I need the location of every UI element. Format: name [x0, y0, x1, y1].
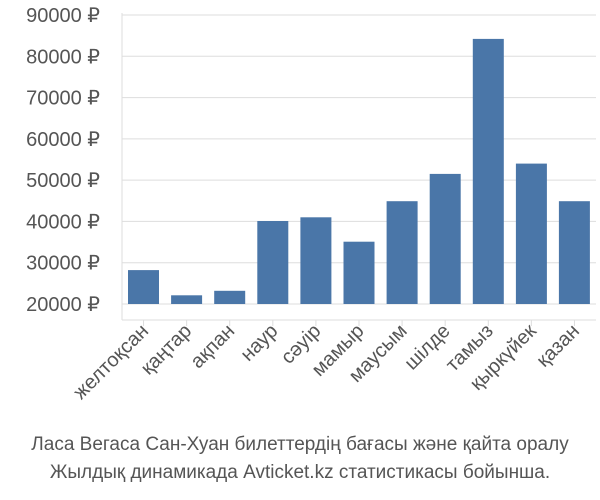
bar: [515, 163, 547, 304]
x-tick-label: наур: [237, 320, 283, 366]
bar: [472, 38, 504, 305]
x-tick-label: ақпан: [186, 320, 239, 373]
grid-lines: [121, 13, 596, 321]
bar: [257, 221, 289, 304]
y-tick-label: 20000 ₽: [26, 294, 100, 316]
bar: [300, 217, 332, 304]
y-axis-ticks: 20000 ₽ 30000 ₽ 40000 ₽ 50000 ₽ 60000 ₽ 70000…: [26, 5, 100, 316]
y-tick-label: 90000 ₽: [26, 5, 100, 27]
bars: [128, 38, 590, 305]
bar: [386, 201, 418, 304]
bar: [171, 295, 203, 304]
bar: [214, 290, 246, 304]
chart-caption-line-1: Ласа Вегаса Сан-Хуан билеттердің бағасы …: [31, 434, 569, 455]
chart-caption-line-2: Жылдық динамикада Avticket.kz статистика…: [49, 462, 551, 483]
y-tick-label: 80000 ₽: [26, 46, 100, 68]
y-tick-label: 30000 ₽: [26, 253, 100, 275]
bar: [429, 173, 461, 304]
y-tick-label: 40000 ₽: [26, 211, 100, 233]
bar-chart: 20000 ₽ 30000 ₽ 40000 ₽ 50000 ₽ 60000 ₽ 70000…: [26, 5, 596, 404]
y-tick-label: 70000 ₽: [26, 88, 100, 110]
bar: [128, 270, 159, 304]
y-tick-label: 60000 ₽: [26, 129, 100, 151]
x-axis-ticks: желтоқсанқаңтарақпаннаурсәуірмамырмаусым…: [69, 320, 584, 404]
bar: [343, 241, 375, 304]
y-tick-label: 50000 ₽: [26, 170, 100, 192]
bar: [558, 201, 590, 304]
x-tick-label: қазан: [532, 320, 584, 372]
